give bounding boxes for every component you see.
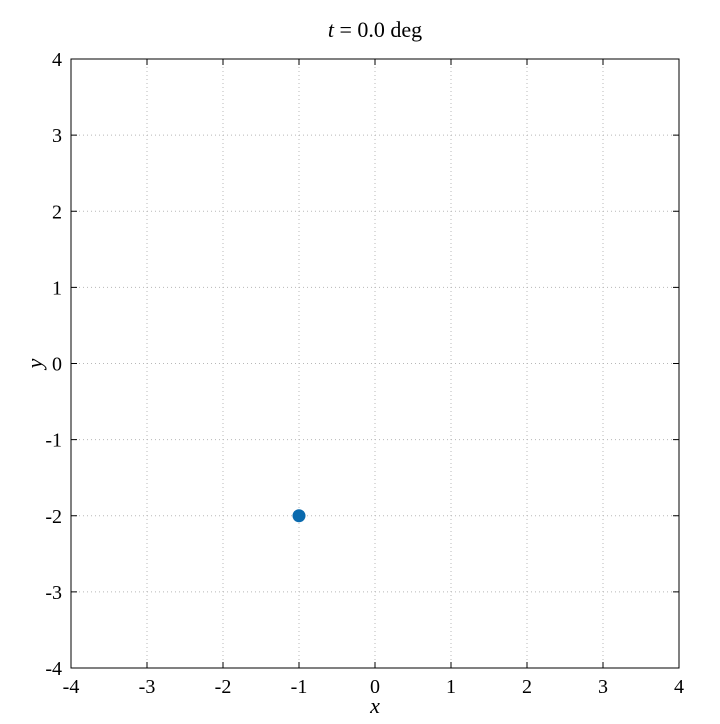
tick-marks bbox=[70, 58, 680, 669]
x-tick-label: 0 bbox=[370, 676, 380, 698]
x-tick-labels: -4 -3 -2 -1 0 1 2 3 4 bbox=[63, 676, 684, 698]
y-tick-label: -1 bbox=[45, 430, 62, 452]
x-tick-label: 1 bbox=[446, 676, 456, 698]
title-variable: t bbox=[328, 17, 335, 42]
x-tick-label: -3 bbox=[139, 676, 156, 698]
y-tick-label: 2 bbox=[52, 201, 62, 223]
y-tick-labels: -4 -3 -2 -1 0 1 2 3 4 bbox=[45, 49, 62, 680]
data-points bbox=[292, 509, 306, 523]
x-tick-label: -4 bbox=[63, 676, 80, 698]
x-tick-label: -2 bbox=[215, 676, 232, 698]
data-point bbox=[292, 509, 306, 523]
y-tick-label: 4 bbox=[52, 49, 62, 71]
x-axis-label: x bbox=[369, 693, 380, 718]
y-axis-label: y bbox=[22, 358, 47, 370]
x-tick-label: 2 bbox=[522, 676, 532, 698]
x-tick-label: 3 bbox=[598, 676, 608, 698]
title-suffix: = 0.0 deg bbox=[334, 17, 422, 42]
y-tick-label: -2 bbox=[45, 506, 62, 528]
y-tick-label: 3 bbox=[52, 125, 62, 147]
x-tick-label: 4 bbox=[674, 676, 684, 698]
y-tick-label: 0 bbox=[52, 354, 62, 376]
grid-lines bbox=[71, 59, 679, 668]
y-tick-label: 1 bbox=[52, 277, 62, 299]
chart-title: t = 0.0 deg bbox=[328, 17, 422, 42]
x-tick-label: -1 bbox=[291, 676, 308, 698]
y-tick-label: -4 bbox=[45, 658, 62, 680]
y-tick-label: -3 bbox=[45, 582, 62, 604]
